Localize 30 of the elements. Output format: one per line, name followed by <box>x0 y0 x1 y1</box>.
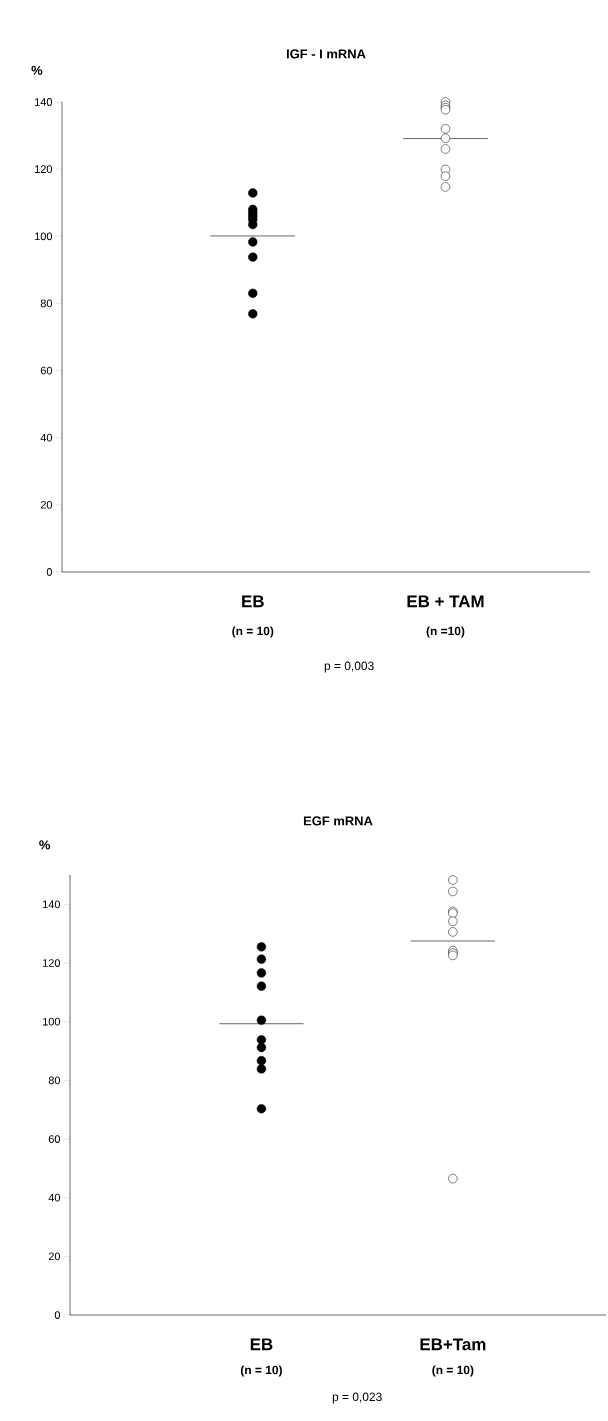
text: (n = 10) <box>432 1365 474 1377</box>
y-tick-label: 0 <box>54 1311 61 1319</box>
text: (n = 10) <box>240 1365 282 1377</box>
y-tick-label: 80 <box>40 299 53 308</box>
chart-title: EGF mRNA <box>303 816 373 826</box>
y-tick-label: 120 <box>43 959 61 967</box>
y-axis-title: % <box>31 65 43 75</box>
y-tick-label: 60 <box>40 366 53 375</box>
x-tick-label: EB <box>242 595 264 608</box>
chart-title: IGF - I mRNA <box>286 49 366 59</box>
y-tick-label: 100 <box>43 1017 61 1026</box>
y-tick-label: 140 <box>43 900 61 909</box>
y-axis-title: % <box>39 840 51 850</box>
y-tick-label: 140 <box>35 98 53 106</box>
y-tick-label: 20 <box>48 1252 61 1261</box>
y-tick-label: 120 <box>35 165 53 174</box>
y-tick-label: 40 <box>40 433 53 442</box>
y-tick-label: 20 <box>40 500 53 509</box>
y-tick-label: 80 <box>48 1076 61 1085</box>
text: (n =10) <box>426 626 465 638</box>
y-tick-label: 60 <box>48 1135 61 1143</box>
text: p = 0,023 <box>332 1392 382 1404</box>
x-tick-label: EB + TAM <box>407 595 484 608</box>
x-tick-label: EB <box>250 1338 273 1351</box>
text: p = 0,003 <box>324 661 374 673</box>
x-tick-label: EB+Tam <box>420 1338 486 1351</box>
text: (n = 10) <box>232 626 274 638</box>
y-tick-label: 0 <box>46 568 53 576</box>
y-tick-label: 100 <box>35 232 53 241</box>
y-tick-label: 40 <box>48 1193 61 1202</box>
